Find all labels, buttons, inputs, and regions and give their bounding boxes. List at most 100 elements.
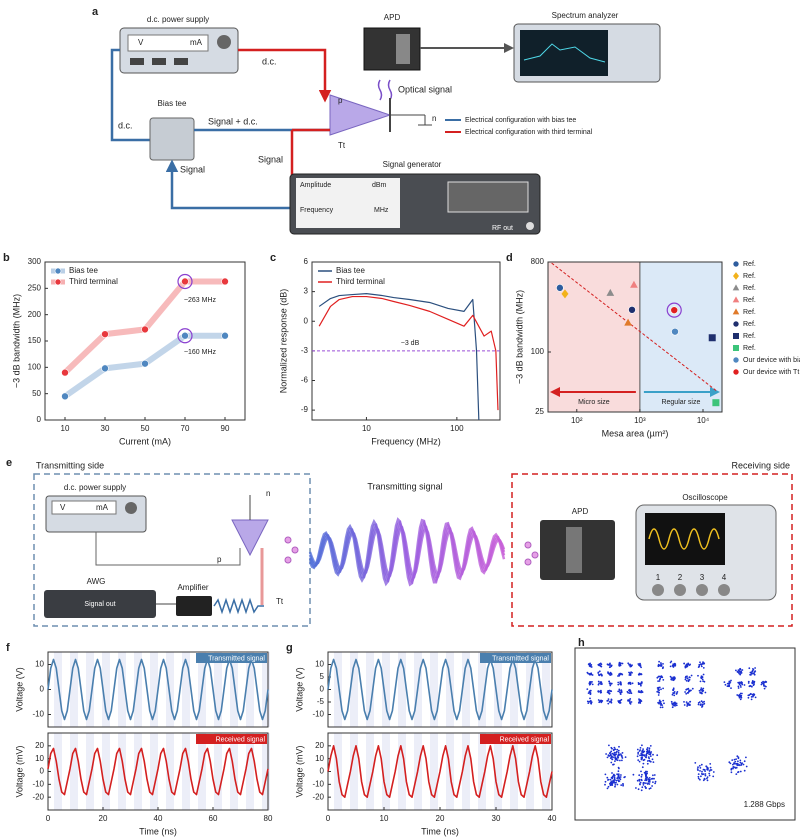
y-tick-label: 3 [304, 287, 309, 296]
symbol-dot [690, 689, 692, 692]
symbol-dot [658, 678, 661, 681]
symbol-dot [604, 780, 607, 783]
symbol-dot [735, 773, 738, 775]
stripe [182, 652, 190, 727]
symbol-dot [712, 771, 715, 773]
label: d.c. [118, 120, 133, 130]
symbol-dot [621, 662, 624, 665]
symbol-dot [587, 702, 590, 704]
symbol-dot [674, 677, 676, 680]
symbol-dot [613, 779, 616, 781]
marker [556, 284, 564, 292]
y-tick-label: 50 [32, 389, 41, 398]
symbol-dot [609, 662, 611, 665]
symbol-dot [619, 682, 622, 685]
button [174, 58, 188, 65]
symbol-dot [641, 757, 643, 760]
legend-text: Our device with bias tee [743, 357, 800, 364]
symbol-dot [660, 665, 662, 667]
terminal: n [266, 489, 270, 498]
symbol-dot [702, 673, 705, 676]
symbol-dot [597, 680, 600, 683]
label: Signal [258, 154, 283, 164]
scope-trace [648, 528, 720, 550]
symbol-dot [741, 762, 743, 765]
stripe [166, 733, 174, 810]
y-tick-label: -6 [301, 376, 309, 385]
marker [628, 306, 636, 314]
symbol-dot [684, 691, 686, 693]
symbol-dot [697, 666, 700, 668]
x-tick-label: 10² [571, 416, 583, 425]
symbol-dot [745, 756, 747, 759]
symbol-dot [657, 665, 660, 668]
symbol-dot [661, 676, 663, 678]
symbol-dot [608, 692, 611, 695]
stripe [542, 733, 550, 810]
highlight-ring [666, 302, 682, 318]
symbol-dot [683, 704, 686, 706]
symbol-dot [737, 685, 740, 688]
symbol-dot [686, 675, 688, 678]
symbol-dot [597, 699, 600, 701]
x-tick-label: 80 [264, 814, 273, 823]
symbol-dot [618, 754, 620, 757]
symbol-dot [632, 773, 635, 776]
symbol-dot [642, 748, 644, 750]
symbol-dot [608, 673, 611, 676]
knob [217, 35, 231, 49]
symbol-dot [760, 683, 763, 686]
optical-signal [377, 79, 393, 101]
symbol-dot [737, 760, 739, 763]
symbol-dot [662, 663, 664, 665]
symbol-dot [697, 703, 700, 706]
symbol-dot [700, 663, 703, 666]
symbol-dot [686, 691, 689, 694]
terminal: Tt [276, 597, 284, 606]
symbol-dot [636, 779, 639, 782]
symbol-dot [635, 787, 637, 789]
symbol-dot [614, 785, 616, 788]
symbol-dot [673, 691, 676, 693]
symbol-dot [587, 692, 590, 694]
symbol-dot [589, 689, 592, 692]
symbol-dot [599, 699, 602, 702]
symbol-dot [709, 766, 712, 769]
stripe [494, 652, 502, 727]
symbol-dot [706, 776, 709, 778]
symbol-dot [604, 783, 606, 786]
marker [733, 345, 739, 351]
symbol-dot [700, 700, 703, 703]
stripe [382, 733, 390, 810]
y-axis-label: −3 dB bandwidth (MHz) [11, 294, 21, 388]
x-tick-label: 10 [61, 424, 70, 433]
symbol-dot [619, 681, 622, 683]
symbol-dot [599, 664, 602, 667]
symbol-dot [615, 753, 617, 756]
symbol-dot [658, 699, 661, 702]
terminal: n [432, 114, 436, 123]
unit: V [138, 38, 144, 47]
symbol-dot [740, 696, 743, 699]
y-tick-label: 10 [35, 754, 44, 763]
symbol-dot [609, 684, 612, 687]
symbol-dot [620, 754, 623, 757]
symbol-dot [706, 779, 709, 782]
stripe [430, 733, 438, 810]
tag-bg [480, 734, 551, 744]
series-line [318, 293, 480, 421]
symbol-dot [607, 785, 610, 788]
symbol-dot [708, 770, 711, 772]
symbol-dot [748, 667, 751, 670]
symbol-dot [645, 782, 647, 785]
symbol-dot [702, 687, 705, 690]
symbol-dot [646, 783, 649, 785]
display [296, 178, 400, 228]
symbol-dot [706, 766, 709, 769]
symbol-dot [704, 691, 707, 694]
symbol-dot [627, 682, 630, 684]
symbol-dot [747, 680, 750, 683]
y-tick-label: -5 [317, 697, 325, 706]
symbol-dot [688, 676, 691, 679]
symbol-dot [645, 770, 647, 773]
